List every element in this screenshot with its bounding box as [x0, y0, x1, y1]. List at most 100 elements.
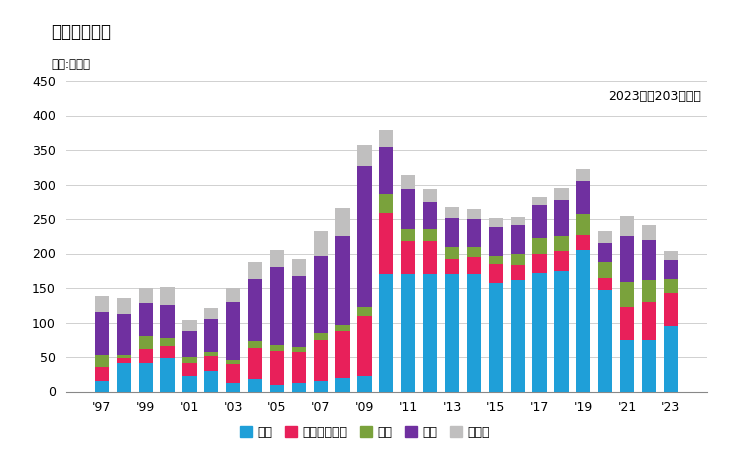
Bar [226, 383, 241, 392]
Legend: タイ, インドネシア, 台湾, 韓国, その他: タイ, インドネシア, 台湾, 韓国, その他 [235, 421, 494, 444]
Bar [445, 247, 459, 259]
Bar [467, 257, 481, 274]
Bar [445, 274, 459, 392]
Bar [598, 262, 612, 278]
Bar [576, 169, 590, 181]
Bar [357, 166, 372, 307]
Bar [270, 267, 284, 345]
Bar [379, 194, 394, 213]
Bar [313, 340, 328, 381]
Bar [95, 355, 109, 367]
Bar [357, 376, 372, 392]
Bar [313, 381, 328, 392]
Bar [467, 209, 481, 219]
Bar [663, 293, 678, 326]
Bar [95, 312, 109, 355]
Bar [335, 235, 350, 325]
Bar [663, 326, 678, 392]
Bar [554, 188, 569, 200]
Bar [423, 274, 437, 392]
Bar [467, 274, 481, 392]
Bar [598, 243, 612, 262]
Bar [379, 130, 394, 147]
Bar [292, 259, 306, 276]
Bar [401, 175, 416, 189]
Bar [357, 315, 372, 376]
Bar [248, 279, 262, 341]
Bar [663, 279, 678, 293]
Bar [226, 302, 241, 360]
Text: 2023年：203万トン: 2023年：203万トン [608, 90, 701, 104]
Bar [335, 325, 350, 331]
Bar [139, 336, 153, 349]
Bar [510, 217, 525, 225]
Bar [532, 197, 547, 205]
Bar [445, 218, 459, 247]
Bar [488, 227, 503, 256]
Bar [204, 371, 219, 392]
Bar [510, 254, 525, 265]
Bar [248, 379, 262, 392]
Bar [270, 385, 284, 392]
Bar [401, 229, 416, 241]
Bar [95, 381, 109, 392]
Bar [445, 207, 459, 218]
Bar [642, 240, 656, 280]
Bar [598, 231, 612, 243]
Bar [95, 296, 109, 312]
Bar [576, 214, 590, 235]
Bar [663, 260, 678, 279]
Bar [313, 231, 328, 256]
Bar [488, 256, 503, 264]
Bar [139, 288, 153, 303]
Bar [313, 256, 328, 333]
Bar [226, 364, 241, 383]
Bar [335, 378, 350, 392]
Bar [532, 238, 547, 253]
Bar [554, 236, 569, 252]
Bar [182, 363, 197, 376]
Bar [160, 358, 175, 392]
Bar [117, 358, 131, 363]
Bar [204, 352, 219, 356]
Bar [642, 340, 656, 392]
Bar [445, 259, 459, 274]
Bar [663, 252, 678, 260]
Bar [248, 348, 262, 379]
Bar [642, 225, 656, 240]
Bar [117, 314, 131, 355]
Bar [139, 363, 153, 392]
Bar [642, 302, 656, 340]
Bar [467, 247, 481, 257]
Bar [117, 363, 131, 392]
Bar [379, 274, 394, 392]
Bar [401, 274, 416, 392]
Bar [642, 280, 656, 302]
Bar [620, 306, 634, 340]
Bar [510, 225, 525, 254]
Bar [292, 383, 306, 392]
Bar [204, 319, 219, 352]
Bar [182, 320, 197, 331]
Bar [117, 298, 131, 314]
Bar [160, 305, 175, 338]
Bar [226, 360, 241, 364]
Bar [620, 283, 634, 306]
Bar [576, 250, 590, 392]
Bar [554, 271, 569, 392]
Bar [379, 213, 394, 274]
Bar [248, 262, 262, 279]
Bar [357, 307, 372, 315]
Bar [510, 280, 525, 392]
Bar [139, 303, 153, 336]
Bar [423, 241, 437, 274]
Bar [292, 352, 306, 383]
Bar [204, 308, 219, 319]
Bar [401, 189, 416, 229]
Bar [510, 265, 525, 280]
Bar [532, 273, 547, 392]
Bar [467, 219, 481, 247]
Bar [160, 346, 175, 358]
Bar [270, 250, 284, 267]
Bar [620, 235, 634, 283]
